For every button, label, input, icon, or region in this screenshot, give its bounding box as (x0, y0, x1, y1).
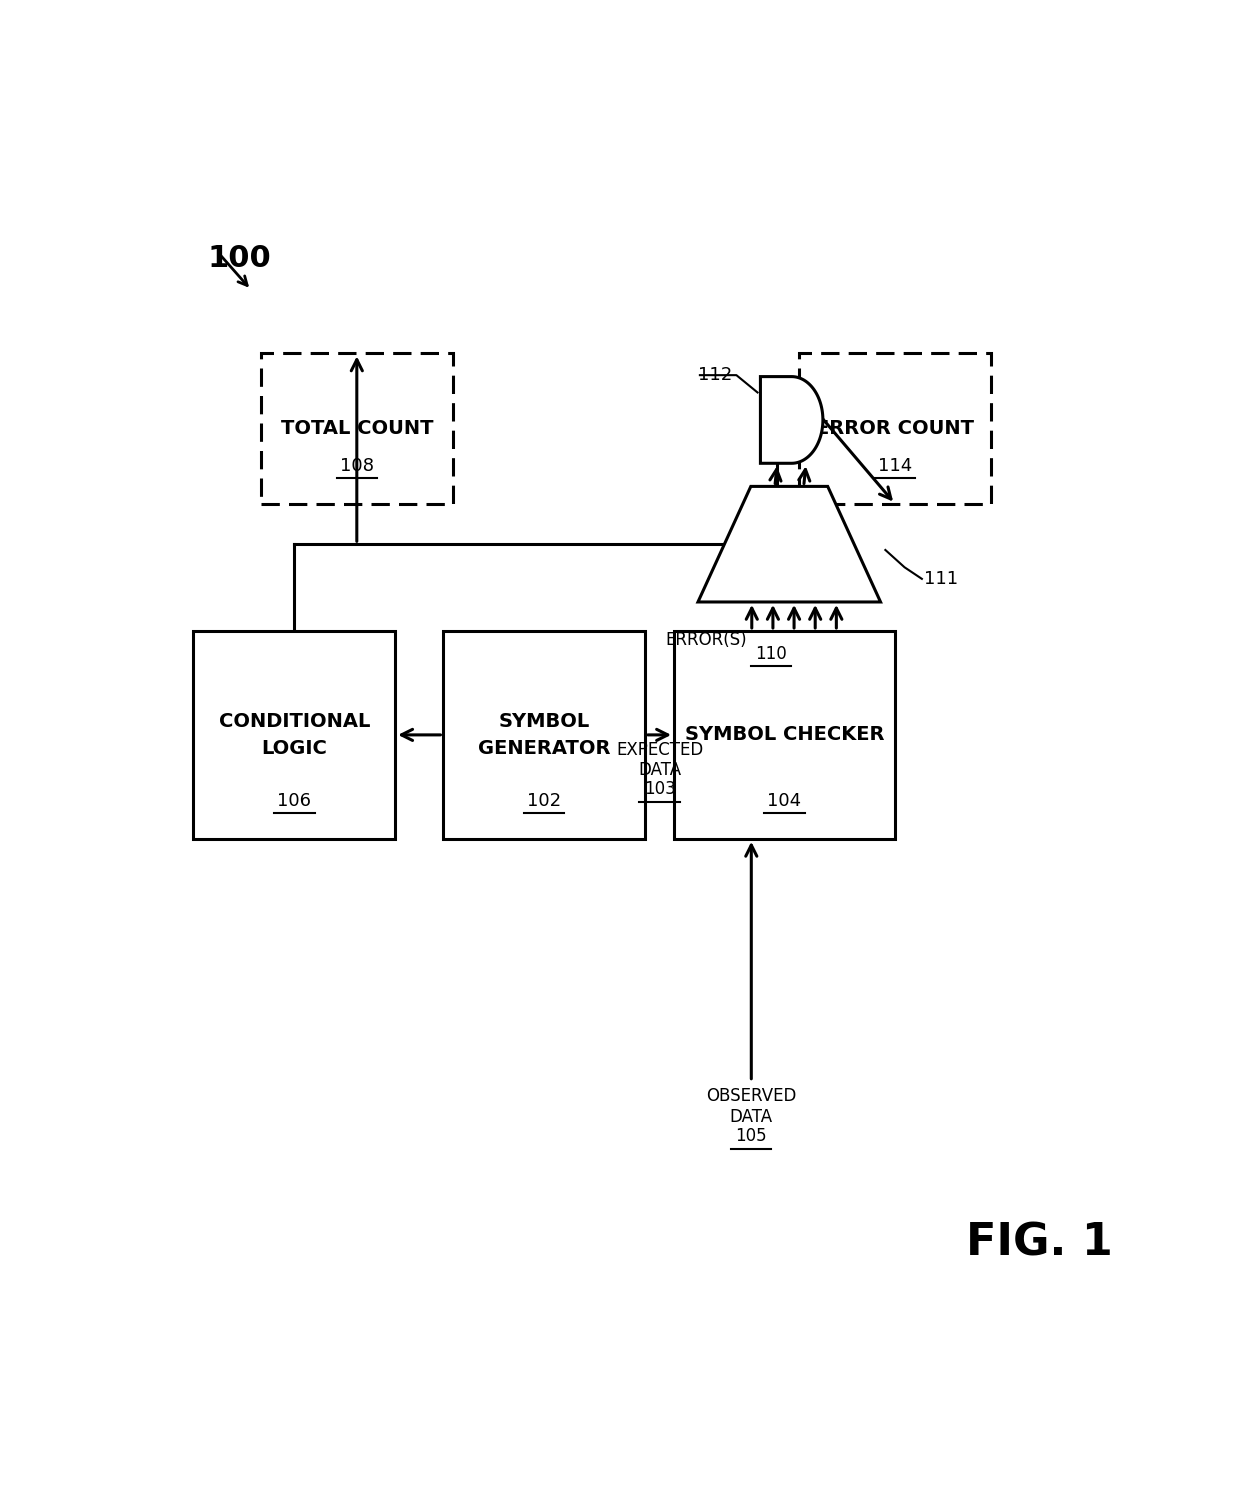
Text: FIG. 1: FIG. 1 (966, 1222, 1112, 1265)
Bar (675, 630, 895, 839)
Text: SYMBOL CHECKER: SYMBOL CHECKER (684, 725, 884, 744)
Text: 104: 104 (768, 793, 801, 811)
Bar (799, 353, 991, 504)
Text: ERROR COUNT: ERROR COUNT (816, 419, 973, 438)
Polygon shape (698, 486, 880, 602)
Text: 103: 103 (644, 781, 676, 799)
Text: 111: 111 (924, 570, 959, 588)
Bar (260, 353, 453, 504)
Text: 100: 100 (208, 243, 272, 273)
Text: EXPECTED
DATA: EXPECTED DATA (616, 740, 703, 779)
Text: 112: 112 (698, 366, 732, 384)
Text: 106: 106 (278, 793, 311, 811)
Text: SYMBOL
GENERATOR: SYMBOL GENERATOR (477, 711, 610, 758)
Bar (193, 630, 396, 839)
Text: 105: 105 (735, 1127, 768, 1145)
Text: 108: 108 (340, 456, 373, 474)
Text: 110: 110 (755, 644, 787, 662)
Text: 102: 102 (527, 793, 562, 811)
Text: TOTAL COUNT: TOTAL COUNT (280, 419, 433, 438)
Text: CONDITIONAL
LOGIC: CONDITIONAL LOGIC (218, 711, 370, 758)
Bar (444, 630, 645, 839)
Text: ERROR(S): ERROR(S) (666, 630, 746, 648)
Text: 114: 114 (878, 456, 913, 474)
Polygon shape (760, 377, 823, 464)
Text: OBSERVED
DATA: OBSERVED DATA (706, 1087, 796, 1126)
